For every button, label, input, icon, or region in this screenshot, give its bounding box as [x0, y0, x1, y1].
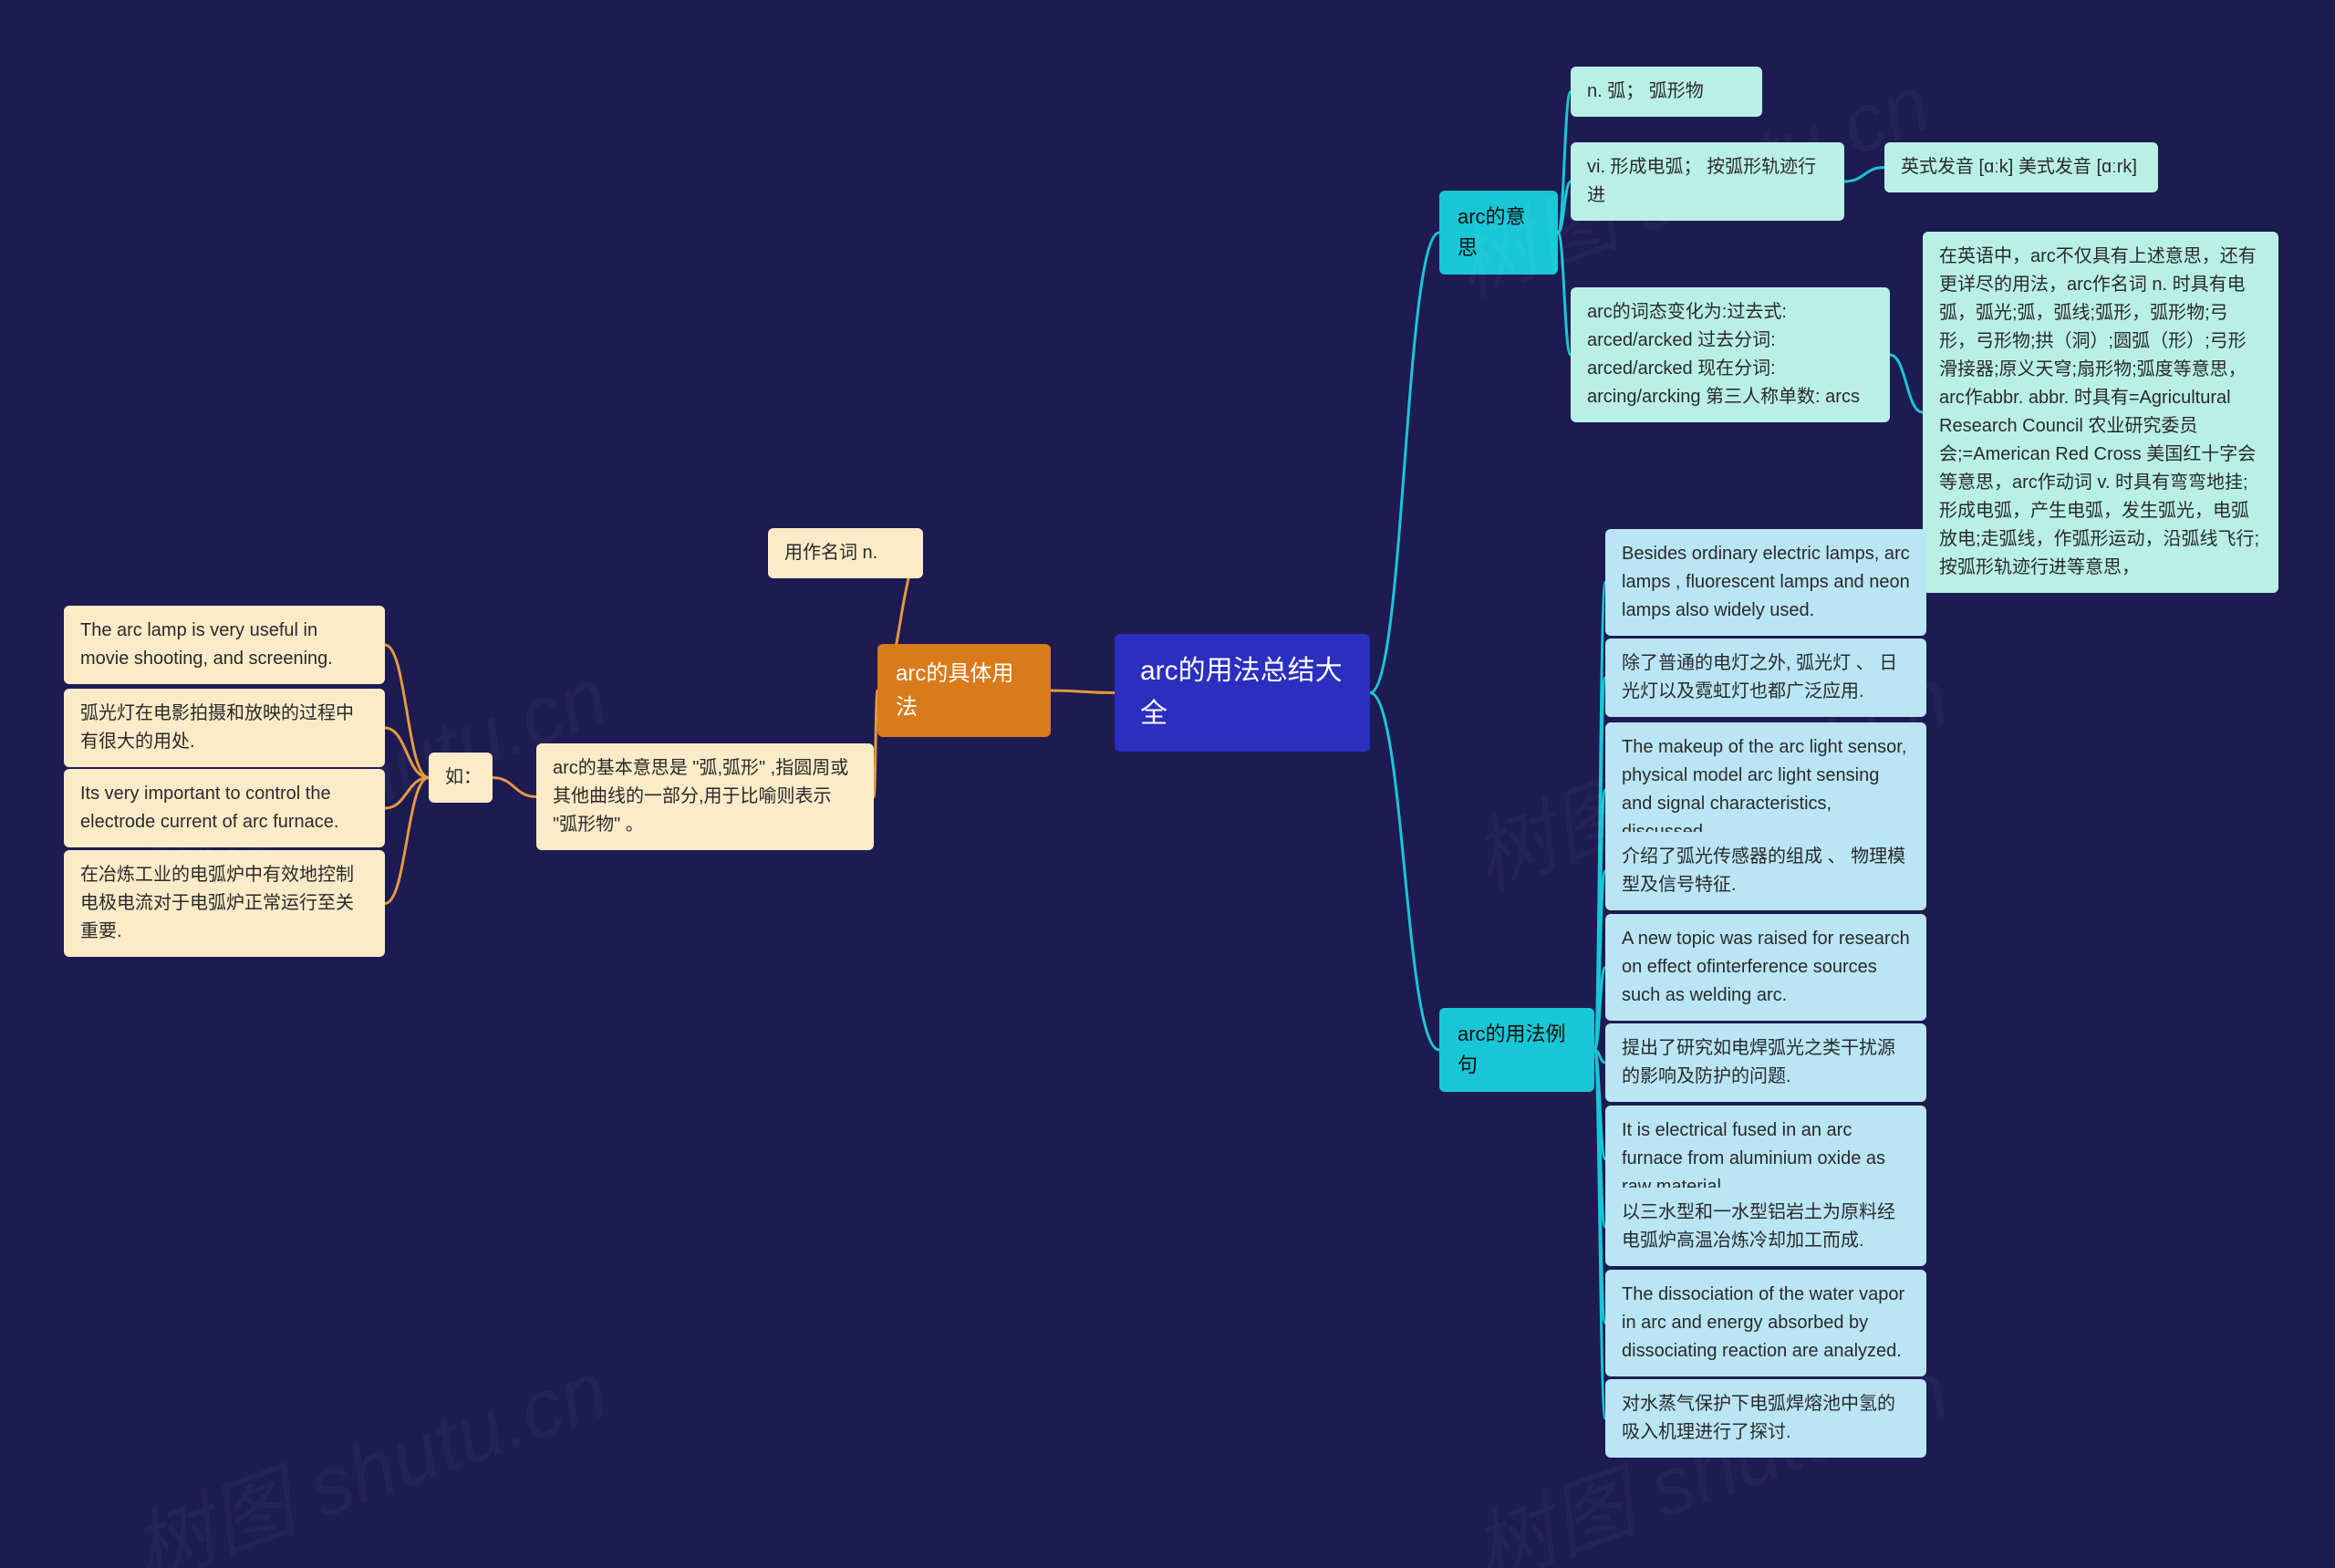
leaf-s4[interactable]: 介绍了弧光传感器的组成 、 物理模型及信号特征.	[1605, 832, 1926, 910]
branch-examples[interactable]: arc的用法例句	[1439, 1008, 1594, 1092]
leaf-m2a[interactable]: 英式发音 [ɑːk] 美式发音 [ɑːrk]	[1884, 142, 2158, 192]
root-node[interactable]: arc的用法总结大全	[1115, 634, 1370, 752]
connector	[1594, 1050, 1605, 1159]
connector	[1594, 871, 1605, 1050]
connector	[1558, 92, 1571, 234]
watermark: 树图 shutu.cn	[113, 1324, 621, 1568]
leaf-basic[interactable]: arc的基本意思是 "弧,弧形" ,指圆周或其他曲线的一部分,用于比喻则表示 "…	[536, 743, 874, 850]
connector	[1370, 693, 1439, 1051]
branch-usage[interactable]: arc的具体用法	[877, 644, 1051, 737]
leaf-ex4[interactable]: 在冶炼工业的电弧炉中有效地控制电极电流对于电弧炉正常运行至关重要.	[64, 850, 385, 957]
connector	[385, 728, 429, 778]
leaf-eg[interactable]: 如：	[429, 753, 493, 803]
connector	[385, 778, 429, 904]
connector	[1594, 790, 1605, 1050]
branch-meaning[interactable]: arc的意思	[1439, 191, 1558, 275]
connector	[1558, 233, 1571, 355]
connector	[1594, 1050, 1605, 1227]
connector	[1594, 583, 1605, 1051]
connector	[385, 645, 429, 778]
connector	[1051, 691, 1115, 693]
connector	[1370, 233, 1439, 693]
connector	[1558, 182, 1571, 233]
connector	[1594, 968, 1605, 1051]
leaf-s2[interactable]: 除了普通的电灯之外, 弧光灯 、 日光灯以及霓虹灯也都广泛应用.	[1605, 639, 1926, 717]
leaf-s1[interactable]: Besides ordinary electric lamps, arc lam…	[1605, 529, 1926, 636]
leaf-m3[interactable]: arc的词态变化为:过去式: arced/arcked 过去分词: arced/…	[1571, 287, 1890, 422]
leaf-s6[interactable]: 提出了研究如电焊弧光之类干扰源的影响及防护的问题.	[1605, 1023, 1926, 1102]
leaf-ex3[interactable]: Its very important to control the electr…	[64, 769, 385, 847]
leaf-s9[interactable]: The dissociation of the water vapor in a…	[1605, 1270, 1926, 1376]
connector	[493, 778, 536, 797]
connector	[1594, 1050, 1605, 1418]
leaf-noun[interactable]: 用作名词 n.	[768, 528, 923, 578]
leaf-m2[interactable]: vi. 形成电弧； 按弧形轨迹行进	[1571, 142, 1844, 221]
leaf-s10[interactable]: 对水蒸气保护下电弧焊熔池中氢的吸入机理进行了探讨.	[1605, 1379, 1926, 1458]
connector	[1594, 1050, 1605, 1324]
connector	[1594, 1050, 1605, 1063]
leaf-s8[interactable]: 以三水型和一水型铝岩土为原料经电弧炉高温冶炼冷却加工而成.	[1605, 1188, 1926, 1266]
leaf-s5[interactable]: A new topic was raised for research on e…	[1605, 914, 1926, 1021]
leaf-ex2[interactable]: 弧光灯在电影拍摄和放映的过程中有很大的用处.	[64, 689, 385, 767]
connector	[385, 778, 429, 809]
leaf-ex1[interactable]: The arc lamp is very useful in movie sho…	[64, 606, 385, 684]
leaf-m1[interactable]: n. 弧； 弧形物	[1571, 67, 1762, 117]
connector	[1594, 678, 1605, 1050]
connector	[1890, 355, 1923, 412]
leaf-m3a[interactable]: 在英语中，arc不仅具有上述意思，还有更详尽的用法，arc作名词 n. 时具有电…	[1923, 232, 2278, 593]
connector	[1844, 168, 1884, 182]
